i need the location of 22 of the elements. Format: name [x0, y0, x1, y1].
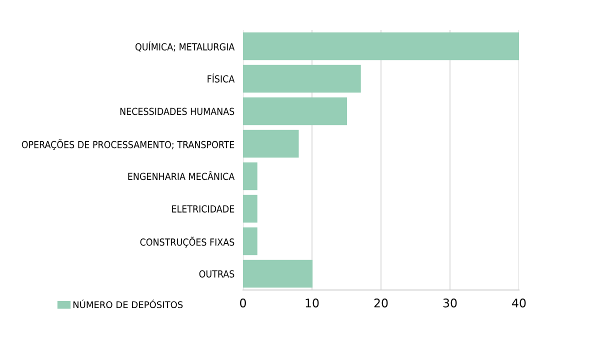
- x-tick-label: 40: [512, 298, 526, 308]
- bar: [243, 97, 348, 126]
- y-tick-label: ENGENHARIA MECÂNICA: [128, 170, 235, 180]
- y-tick-label: QUÍMICA; METALURGIA: [136, 41, 235, 52]
- bar: [243, 32, 519, 60]
- bar: [243, 194, 258, 223]
- x-tick-label: 30: [443, 298, 457, 308]
- x-tick-label: 20: [374, 298, 388, 308]
- y-tick-label: FÍSICA: [208, 73, 235, 83]
- y-tick-label: OPERAÇÕES DE PROCESSAMENTO; TRANSPORTE: [22, 139, 234, 150]
- y-tick-label: NECESSIDADES HUMANAS: [120, 108, 234, 116]
- bar: [243, 64, 361, 93]
- bar: [243, 227, 258, 256]
- bar: [243, 130, 299, 158]
- bar: [243, 162, 258, 190]
- y-tick-label: ELETRICIDADE: [172, 205, 234, 213]
- bar: [243, 260, 313, 288]
- x-tick-label: 10: [306, 298, 319, 308]
- legend-label: NÚMERO DE DEPÓSITOS: [73, 300, 183, 308]
- y-tick-label: CONSTRUÇÕES FIXAS: [140, 236, 234, 248]
- y-tick-label: OUTRAS: [199, 270, 234, 278]
- x-tick-label: 0: [240, 298, 246, 308]
